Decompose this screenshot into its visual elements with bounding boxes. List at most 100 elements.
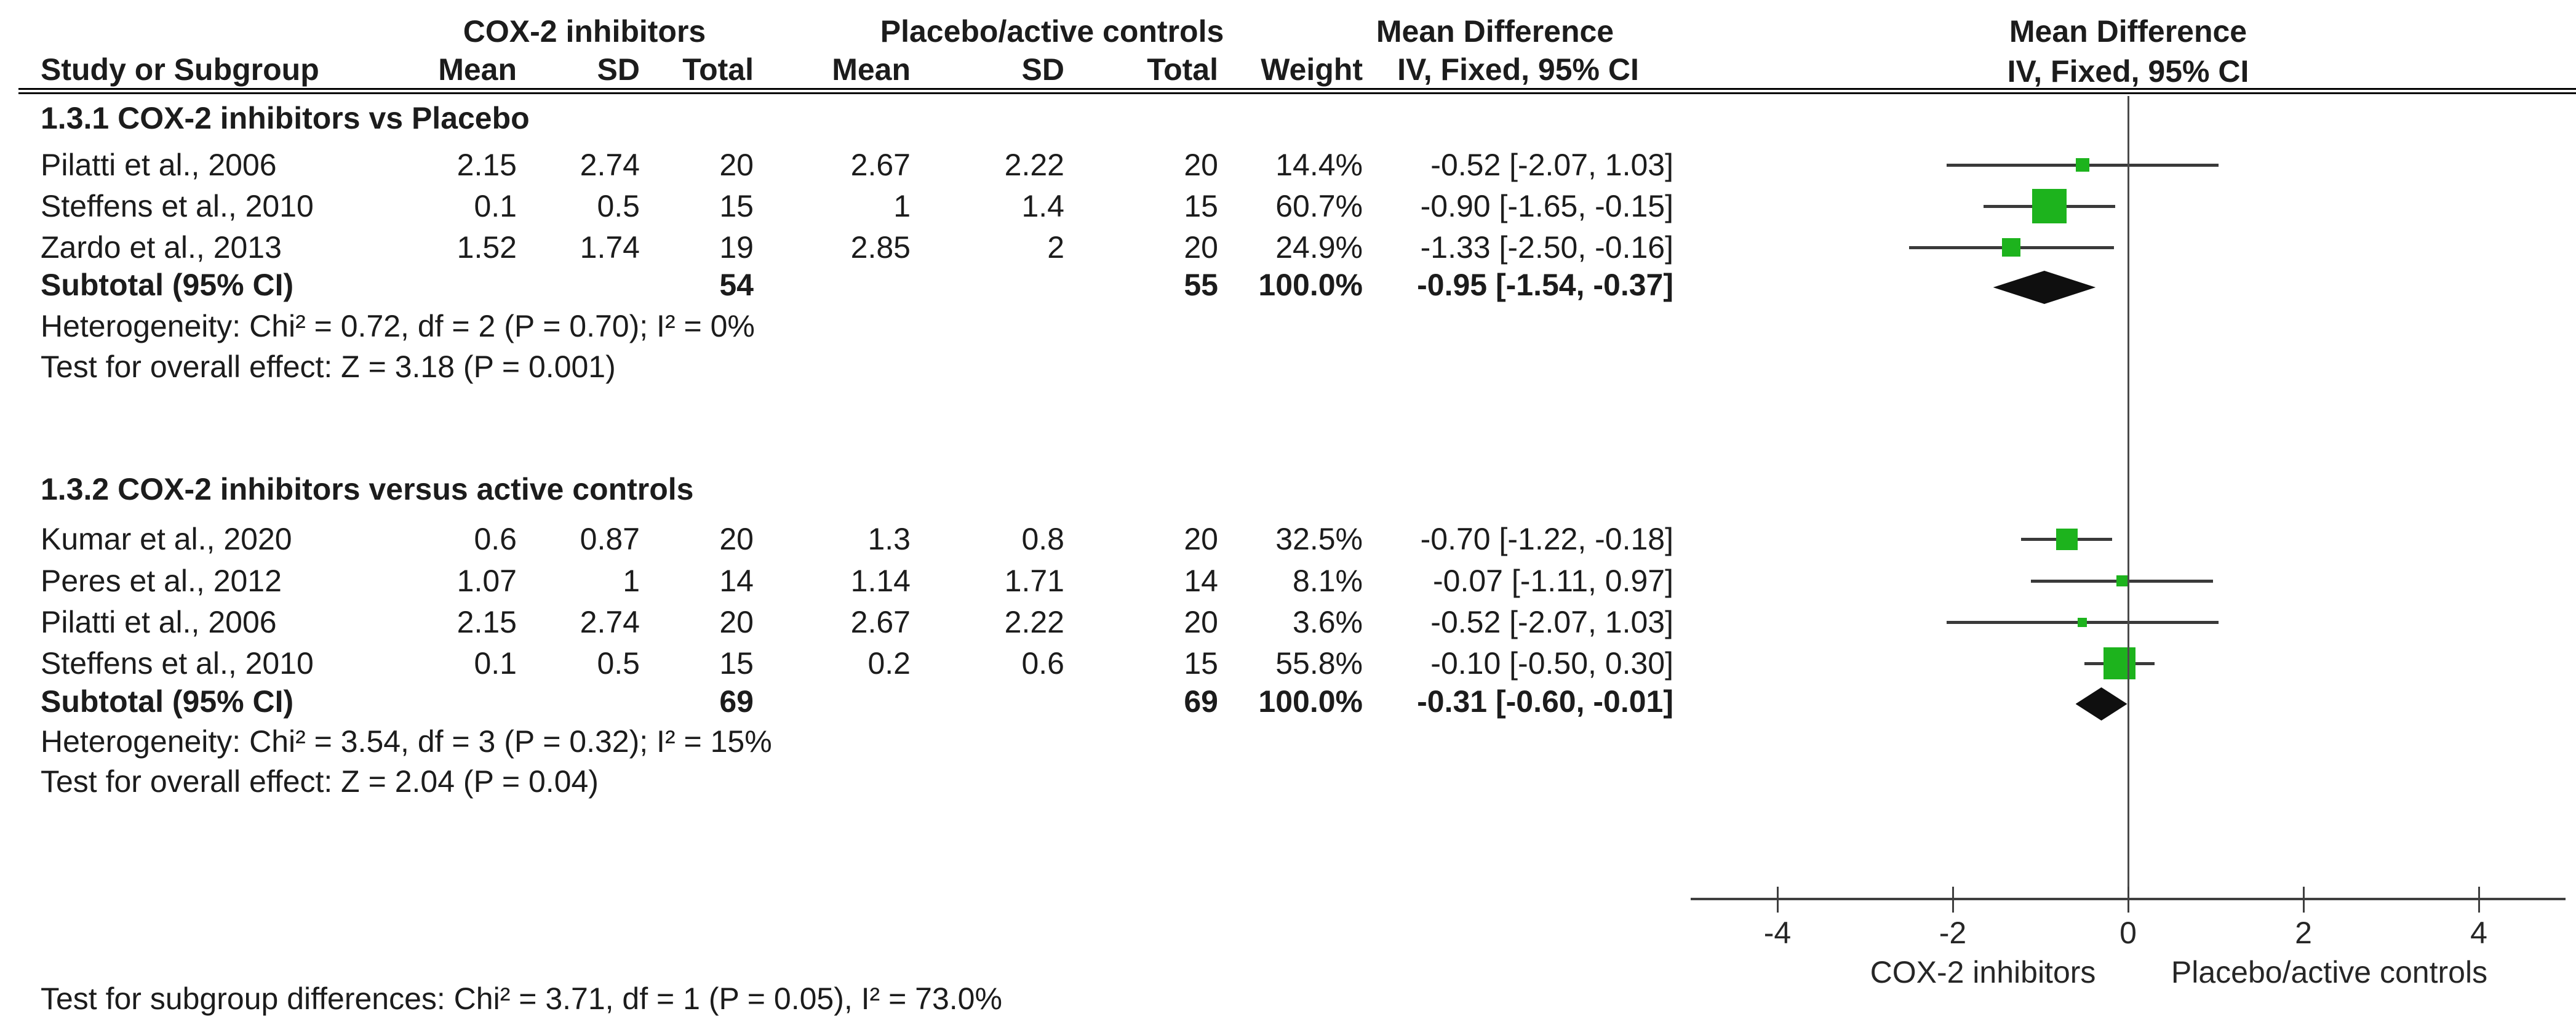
- mean2-cell: 1.3: [867, 522, 911, 556]
- effect-square-marker: [2075, 158, 2089, 172]
- overall-effect-note: Test for overall effect: Z = 3.18 (P = 0…: [41, 350, 616, 384]
- effect-square-marker: [2116, 575, 2128, 586]
- plot-subtitle: IV, Fixed, 95% CI: [2007, 54, 2249, 89]
- total1-cell: 19: [719, 230, 754, 265]
- axis-label-right: Placebo/active controls: [2171, 955, 2488, 989]
- effect-square-marker: [2103, 647, 2135, 679]
- study-row: Steffens et al., 2010 0.1 0.5 15 1 1.4 15 60.7%…: [0, 186, 1673, 226]
- study-row: Steffens et al., 2010 0.1 0.5 15 0.2 0.6 15 55.…: [0, 643, 1673, 684]
- sd2-cell: 0.6: [1021, 646, 1064, 681]
- sd1-cell: 0.87: [580, 522, 640, 556]
- heterogeneity-note: Heterogeneity: Chi² = 3.54, df = 3 (P = …: [41, 724, 772, 759]
- axis-tick: [1777, 887, 1779, 913]
- mean1-cell: 0.1: [474, 189, 517, 223]
- axis-tick-label: -2: [1939, 916, 1967, 950]
- col-total1: Total: [682, 52, 754, 87]
- mean2-cell: 2.85: [850, 230, 911, 265]
- total1-cell: 69: [719, 684, 754, 719]
- study-name-cell: Pilatti et al., 2006: [41, 605, 277, 639]
- total2-cell: 15: [1184, 189, 1218, 223]
- total2-cell: 20: [1184, 522, 1218, 556]
- effect-square-marker: [2056, 528, 2078, 550]
- effect-square-marker: [2002, 238, 2021, 257]
- weight-cell: 100.0%: [1258, 684, 1363, 719]
- total1-cell: 20: [719, 148, 754, 182]
- total1-cell: 20: [719, 522, 754, 556]
- axis-tick-label: 4: [2470, 916, 2487, 950]
- ci-text-cell: -0.70 [-1.22, -0.18]: [1420, 522, 1673, 556]
- subtotal-row: Subtotal (95% CI) 54 55 100.0% -0.95 [-1.54,…: [0, 265, 1673, 305]
- sd2-cell: 2: [1047, 230, 1064, 265]
- weight-cell: 14.4%: [1275, 148, 1363, 182]
- study-name-cell: Kumar et al., 2020: [41, 522, 292, 556]
- weight-cell: 100.0%: [1258, 268, 1363, 302]
- total1-cell: 14: [719, 564, 754, 598]
- overall-effect-note: Test for overall effect: Z = 2.04 (P = 0…: [41, 764, 599, 799]
- weight-cell: 60.7%: [1275, 189, 1363, 223]
- group1-header: COX-2 inhibitors: [463, 14, 706, 49]
- ci-text-cell: -0.31 [-0.60, -0.01]: [1417, 684, 1673, 719]
- col-effect-ci: IV, Fixed, 95% CI: [1397, 52, 1639, 87]
- ci-text-cell: -0.90 [-1.65, -0.15]: [1420, 189, 1673, 223]
- total1-cell: 54: [719, 268, 754, 302]
- col-sd2: SD: [1021, 52, 1064, 87]
- subtotal-row: Subtotal (95% CI) 69 69 100.0% -0.31 [-0.60,…: [0, 681, 1673, 722]
- weight-cell: 55.8%: [1275, 646, 1363, 681]
- study-name-cell: Steffens et al., 2010: [41, 189, 314, 223]
- subgroup-title: 1.3.2 COX-2 inhibitors versus active con…: [41, 472, 694, 506]
- col-mean1: Mean: [438, 52, 517, 87]
- mean1-cell: 2.15: [457, 605, 517, 639]
- mean2-cell: 0.2: [867, 646, 911, 681]
- sd2-cell: 1.4: [1021, 189, 1064, 223]
- study-name-cell: Steffens et al., 2010: [41, 646, 314, 681]
- effect-square-marker: [2078, 617, 2088, 627]
- mean2-cell: 1: [893, 189, 911, 223]
- total1-cell: 15: [719, 646, 754, 681]
- total2-cell: 20: [1184, 605, 1218, 639]
- col-total2: Total: [1147, 52, 1218, 87]
- axis-tick: [2127, 887, 2129, 913]
- sd1-cell: 0.5: [597, 646, 640, 681]
- subtotal-diamond: [1993, 271, 2096, 304]
- ci-text-cell: -0.52 [-2.07, 1.03]: [1430, 605, 1673, 639]
- axis-tick: [2303, 887, 2305, 913]
- study-row: Zardo et al., 2013 1.52 1.74 19 2.85 2 20 24.9%…: [0, 227, 1673, 268]
- ci-text-cell: -0.07 [-1.11, 0.97]: [1433, 564, 1673, 598]
- col-sd1: SD: [597, 52, 640, 87]
- study-name-cell: Subtotal (95% CI): [41, 268, 294, 302]
- total2-cell: 69: [1184, 684, 1218, 719]
- plot-title: Mean Difference: [2009, 14, 2247, 49]
- sd1-cell: 1: [623, 564, 640, 598]
- study-row: Peres et al., 2012 1.07 1 14 1.14 1.71 14 8.1% -…: [0, 561, 1673, 601]
- mean2-cell: 1.14: [850, 564, 911, 598]
- sd2-cell: 2.22: [1004, 605, 1064, 639]
- total2-cell: 14: [1184, 564, 1218, 598]
- sd1-cell: 2.74: [580, 148, 640, 182]
- sd2-cell: 1.71: [1004, 564, 1064, 598]
- ci-text-cell: -0.52 [-2.07, 1.03]: [1430, 148, 1673, 182]
- subtotal-diamond: [2075, 687, 2127, 721]
- total2-cell: 20: [1184, 148, 1218, 182]
- ci-text-cell: -0.95 [-1.54, -0.37]: [1417, 268, 1673, 302]
- study-row: Pilatti et al., 2006 2.15 2.74 20 2.67 2.22 20…: [0, 602, 1673, 642]
- axis-tick-label: 2: [2295, 916, 2312, 950]
- study-name-cell: Zardo et al., 2013: [41, 230, 282, 265]
- total1-cell: 20: [719, 605, 754, 639]
- weight-cell: 3.6%: [1293, 605, 1363, 639]
- study-column-header: Study or Subgroup: [41, 52, 319, 87]
- ci-text-cell: -0.10 [-0.50, 0.30]: [1430, 646, 1673, 681]
- sd2-cell: 0.8: [1021, 522, 1064, 556]
- mean1-cell: 1.07: [457, 564, 517, 598]
- mean1-cell: 0.6: [474, 522, 517, 556]
- header-rule-top: [18, 88, 2576, 90]
- mean2-cell: 2.67: [850, 605, 911, 639]
- study-row: Pilatti et al., 2006 2.15 2.74 20 2.67 2.22 20…: [0, 145, 1673, 185]
- ci-text-cell: -1.33 [-2.50, -0.16]: [1420, 230, 1673, 265]
- axis-tick-label: 0: [2119, 916, 2137, 950]
- study-name-cell: Subtotal (95% CI): [41, 684, 294, 719]
- column-header-row: Study or Subgroup Mean SD Total Mean SD …: [0, 49, 1673, 90]
- mean1-cell: 2.15: [457, 148, 517, 182]
- subgroup-difference-note: Test for subgroup differences: Chi² = 3.…: [41, 981, 1002, 1016]
- axis-tick: [2478, 887, 2480, 913]
